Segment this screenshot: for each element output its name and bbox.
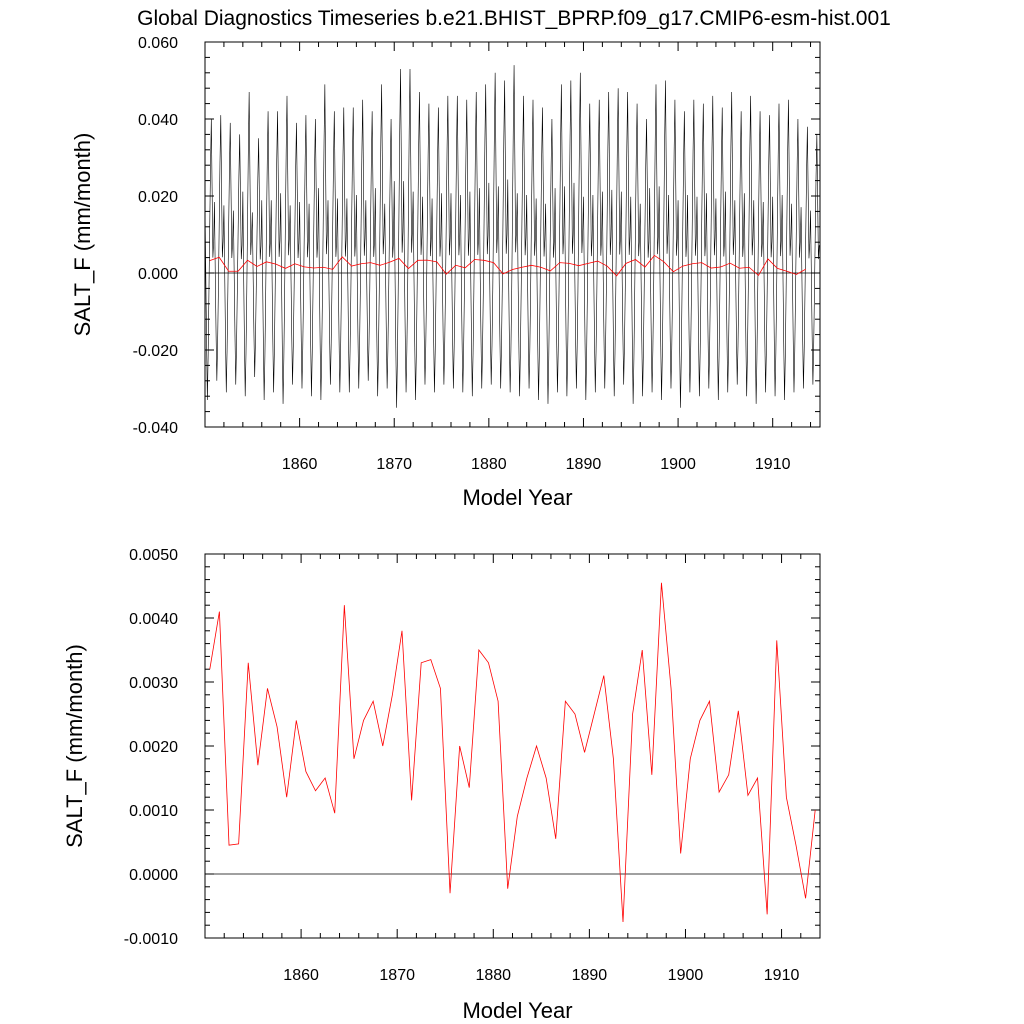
chart-1-plot-frame (204, 553, 821, 939)
chart-0-x-tick-label: 1910 (755, 456, 791, 473)
chart-0-monthly-series-line (205, 65, 820, 408)
chart-1-x-axis-title: Model Year (462, 998, 572, 1023)
chart-1-y-tick-label: -0.0010 (124, 931, 178, 948)
top-panel: 1860 1870 1880 1890 1900 1910 -0.040 -0.020 0.00… (70, 35, 821, 510)
chart-0-y-tick-label: 0.020 (138, 189, 178, 206)
chart-0-y-axis-title: SALT_F (mm/month) (70, 133, 95, 337)
figure-title: Global Diagnostics Timeseries b.e21.BHIS… (137, 7, 891, 30)
chart-0-y-tick-label: 0.060 (138, 35, 178, 52)
chart-1-y-tick-label: 0.0020 (129, 739, 178, 756)
chart-1-y-axis-title: SALT_F (mm/month) (62, 644, 87, 848)
chart-0-x-axis-title: Model Year (462, 485, 572, 510)
chart-1-series-group (209, 582, 816, 923)
chart-1-y-tick-label: 0.0010 (129, 803, 178, 820)
chart-1-x-tick-label: 1880 (475, 967, 511, 984)
chart-1-y-tick-label: 0.0050 (129, 547, 178, 564)
chart-1-y-tick-label: 0.0000 (129, 867, 178, 884)
chart-1-y-tick-label: 0.0040 (129, 611, 178, 628)
chart-1-x-tick-label: 1900 (668, 967, 704, 984)
bottom-panel: 1860 1870 1880 1890 1900 1910 -0.0010 0.0000 0.0… (62, 547, 821, 1023)
chart-0-x-tick-label: 1890 (566, 456, 602, 473)
chart-1-x-tick-label: 1870 (379, 967, 415, 984)
chart-1-annual-mean-line (209, 582, 816, 923)
chart-1-x-tick-label: 1890 (572, 967, 608, 984)
chart-0-y-tick-label: 0.040 (138, 112, 178, 129)
chart-0-annual-mean-line (209, 254, 807, 277)
chart-1-y-tick-label: 0.0030 (129, 675, 178, 692)
chart-0-x-tick-label: 1870 (376, 456, 412, 473)
chart-0-y-tick-label: -0.040 (133, 420, 178, 437)
chart-0-y-tick-label: -0.020 (133, 343, 178, 360)
chart-0-x-tick-label: 1900 (660, 456, 696, 473)
chart-0-x-tick-label: 1860 (282, 456, 318, 473)
chart-0-x-tick-label: 1880 (471, 456, 507, 473)
chart-1-x-tick-label: 1860 (283, 967, 319, 984)
chart-0-series-group (205, 65, 820, 408)
chart-1-x-tick-label: 1910 (764, 967, 800, 984)
chart-0-plot-frame (204, 41, 821, 428)
chart-0-y-tick-label: 0.000 (138, 266, 178, 283)
